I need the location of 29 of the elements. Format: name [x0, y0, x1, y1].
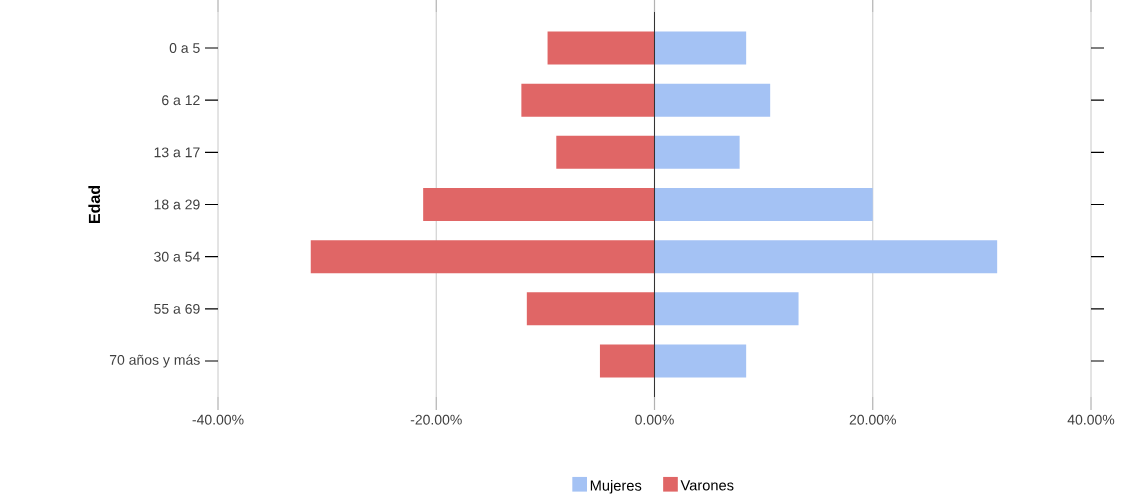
- bar: [599, 344, 655, 378]
- y-axis-title: Edad: [88, 186, 101, 223]
- bar: [654, 31, 747, 65]
- y-tick-label: 70 años y más: [109, 354, 200, 368]
- y-tick-label: 0 a 5: [169, 43, 200, 53]
- x-tick-label: 40.00%: [1067, 414, 1115, 425]
- bar: [556, 135, 655, 169]
- bar: [526, 292, 655, 326]
- bar: [521, 83, 655, 117]
- y-tick-label: 18 a 29: [154, 199, 200, 210]
- y-tick-label: 13 a 17: [154, 147, 200, 158]
- bar: [654, 292, 799, 326]
- x-tick-label: -40.00%: [192, 414, 244, 425]
- y-tick-label: 6 a 12: [162, 95, 200, 106]
- bar: [654, 83, 771, 117]
- x-tick-label: 20.00%: [849, 414, 896, 425]
- bar: [310, 240, 655, 274]
- bar: [654, 188, 873, 221]
- legend-label: Mujeres: [590, 479, 642, 494]
- bar: [654, 344, 747, 378]
- y-tick-label: 55 a 69: [154, 303, 200, 314]
- bar: [423, 188, 655, 221]
- x-tick-label: -20.00%: [410, 414, 462, 425]
- bar: [547, 31, 655, 65]
- x-tick-label: 0.00%: [635, 414, 674, 425]
- bar: [654, 135, 740, 169]
- legend-label: Varones: [680, 480, 734, 491]
- y-tick-label: 30 a 54: [154, 251, 200, 262]
- bar: [654, 240, 998, 274]
